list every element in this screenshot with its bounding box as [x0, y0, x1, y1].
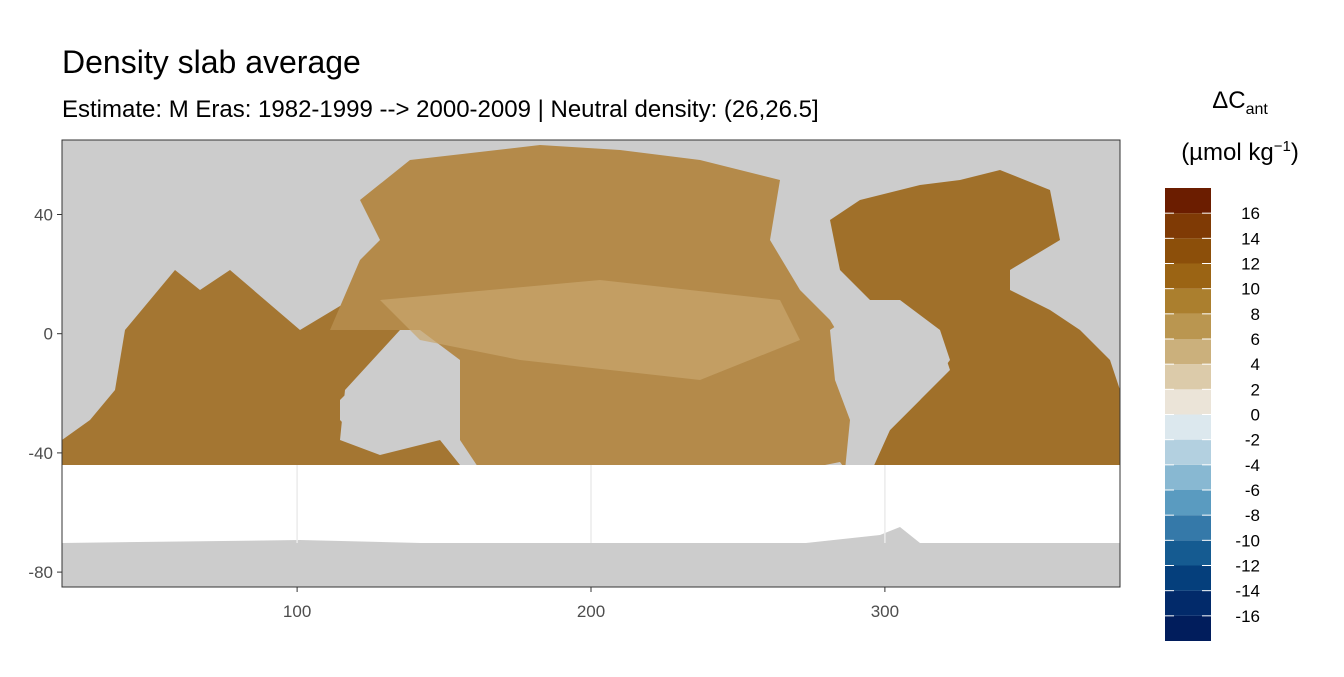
legend-swatch — [1165, 389, 1211, 415]
ocean — [830, 170, 1120, 470]
x-tick-label: 300 — [871, 602, 899, 621]
legend-swatch — [1165, 615, 1211, 641]
legend-swatch — [1165, 590, 1211, 616]
legend-label: 12 — [1241, 255, 1260, 274]
x-tick-label: 200 — [577, 602, 605, 621]
legend-swatch — [1165, 515, 1211, 541]
legend-label: -4 — [1245, 456, 1260, 475]
legend-swatch — [1165, 313, 1211, 339]
legend-swatch — [1165, 238, 1211, 264]
legend-swatch — [1165, 288, 1211, 314]
legend-label: -14 — [1235, 582, 1260, 601]
x-tick-label: 100 — [283, 602, 311, 621]
land — [62, 527, 1120, 587]
legend-label: 0 — [1251, 406, 1260, 425]
legend-swatch — [1165, 213, 1211, 239]
legend-swatch — [1165, 339, 1211, 365]
legend-swatch — [1165, 565, 1211, 591]
legend-swatch — [1165, 364, 1211, 390]
legend-label: 8 — [1251, 305, 1260, 324]
legend-label: 4 — [1251, 355, 1260, 374]
y-tick-label: -80 — [28, 563, 53, 582]
grid — [296, 465, 886, 543]
legend-title-subscript: ant — [1246, 101, 1269, 118]
legend-label: 16 — [1241, 204, 1260, 223]
chart-title: Density slab average — [62, 44, 361, 80]
legend-title-symbol: ΔC — [1212, 87, 1245, 114]
legend-swatch — [1165, 464, 1211, 490]
legend-unit-sup: −1 — [1274, 138, 1291, 155]
legend-label: -12 — [1235, 557, 1260, 576]
legend-title: ΔCant — [1212, 87, 1268, 118]
legend-swatch — [1165, 414, 1211, 440]
chart-subtitle: Estimate: M Eras: 1982-1999 --> 2000-200… — [62, 96, 819, 123]
legend-swatch — [1165, 439, 1211, 465]
land — [340, 370, 452, 445]
legend-unit-text: (µmol kg — [1181, 139, 1274, 166]
legend-label: -10 — [1235, 531, 1260, 550]
legend-swatch — [1165, 490, 1211, 516]
legend-label: -8 — [1245, 506, 1260, 525]
y-tick-label: -40 — [28, 444, 53, 463]
land — [830, 310, 950, 495]
legend-swatch — [1165, 263, 1211, 289]
legend-label: -2 — [1245, 431, 1260, 450]
legend-unit-close: ) — [1291, 139, 1299, 166]
y-tick-label: 0 — [44, 325, 53, 344]
ocean-light — [380, 280, 800, 380]
legend-label: 6 — [1251, 330, 1260, 349]
legend-label: 10 — [1241, 280, 1260, 299]
legend-unit: (µmol kg−1) — [1181, 138, 1299, 166]
legend-swatch — [1165, 188, 1211, 214]
y-tick-label: 40 — [34, 206, 53, 225]
legend-label: 14 — [1241, 229, 1260, 248]
legend-label: -16 — [1235, 607, 1260, 626]
legend-label: 2 — [1251, 380, 1260, 399]
legend-label: -6 — [1245, 481, 1260, 500]
legend-swatch — [1165, 540, 1211, 566]
